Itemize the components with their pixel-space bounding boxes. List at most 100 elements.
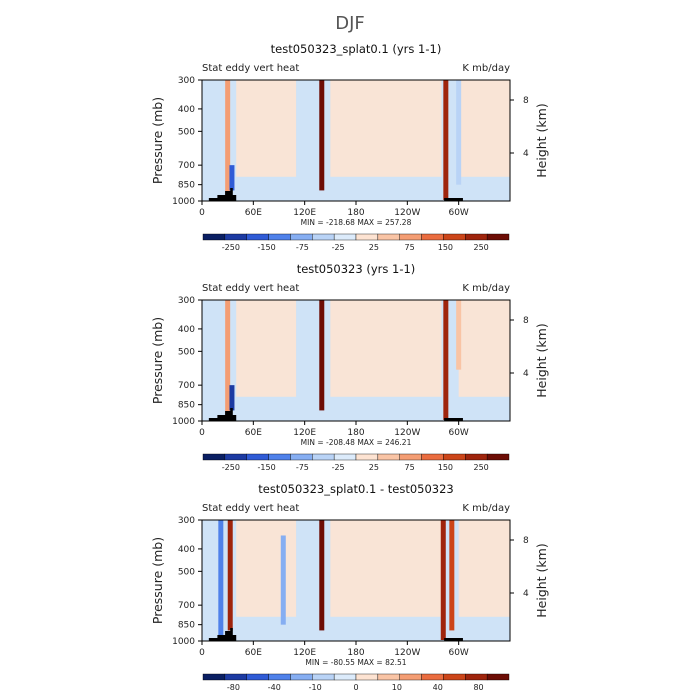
colorbar-label: 10 — [392, 683, 402, 692]
colorbar-segment — [202, 673, 226, 681]
y-tick-label: 850 — [178, 621, 195, 631]
y-right-axis-label: Height (km) — [534, 323, 549, 397]
y-tick-label: 400 — [178, 105, 195, 115]
panel-3: test050323_splat0.1 - test050323 Stat edd… — [150, 482, 549, 692]
colorbar-segment — [202, 453, 226, 461]
field-band — [280, 535, 286, 625]
colorbar-segment — [355, 673, 379, 681]
field-band — [456, 300, 462, 370]
topography-africa — [208, 628, 237, 641]
field-band — [443, 300, 449, 420]
y-tick-label: 700 — [178, 161, 195, 171]
colorbar-segment — [421, 233, 444, 241]
x-tick-label: 0 — [199, 208, 205, 218]
colorbar-segment — [443, 233, 466, 241]
x-tick-label: 60W — [448, 428, 468, 438]
stats-text: MIN = -218.68 MAX = 257.28 — [301, 218, 412, 227]
field-band — [319, 300, 325, 411]
x-tick-label: 120E — [293, 648, 316, 658]
panel-title: test050323 (yrs 1-1) — [297, 262, 416, 276]
y-tick-label: 500 — [178, 347, 195, 357]
y-tick-label: 300 — [178, 296, 195, 306]
colorbar-label: 75 — [405, 463, 415, 472]
panel-1: test050323_splat0.1 (yrs 1-1) Stat eddy v… — [150, 42, 549, 252]
y-tick-label: 500 — [178, 567, 195, 577]
topography-andes — [444, 418, 463, 421]
colorbar-segment — [355, 453, 379, 461]
y-tick-label: 300 — [178, 516, 195, 526]
colorbar-segment — [377, 673, 400, 681]
colorbar-segment — [290, 233, 313, 241]
colorbar-segment — [333, 233, 357, 241]
field-warm-region — [458, 300, 510, 397]
x-tick-label: 120E — [293, 428, 316, 438]
colorbar-segment — [268, 453, 291, 461]
colorbar-segment — [486, 233, 510, 241]
x-tick-label: 120W — [394, 428, 420, 438]
field-warm-region — [236, 300, 297, 397]
x-tick-label: 180 — [347, 648, 364, 658]
y-tick-label: 500 — [178, 127, 195, 137]
y-tick-label: 700 — [178, 381, 195, 391]
topography-africa — [208, 408, 237, 421]
colorbar-segment — [246, 453, 269, 461]
colorbar-label: -250 — [222, 463, 240, 472]
colorbar-segment — [268, 673, 291, 681]
colorbar-segment — [377, 233, 400, 241]
colorbar-segment — [224, 233, 247, 241]
field-band — [225, 300, 231, 419]
colorbar-segment — [333, 453, 357, 461]
y-tick-label: 850 — [178, 401, 195, 411]
colorbar-segment — [290, 453, 313, 461]
y-tick-label: 1000 — [172, 637, 195, 647]
colorbar-segment — [443, 453, 466, 461]
field-band — [319, 80, 325, 191]
colorbar-label: -75 — [296, 463, 309, 472]
colorbar-segment — [224, 673, 247, 681]
panels: test050323_splat0.1 (yrs 1-1) Stat eddy v… — [150, 42, 549, 692]
field-band — [456, 80, 462, 185]
colorbar-segment — [290, 673, 313, 681]
y-axis-label: Pressure (mb) — [150, 97, 165, 184]
colorbar-label: 40 — [433, 683, 443, 692]
panel-title: test050323_splat0.1 (yrs 1-1) — [271, 42, 442, 56]
field-warm-region — [458, 520, 510, 617]
y-right-tick-label: 4 — [523, 589, 529, 599]
x-tick-label: 0 — [199, 648, 205, 658]
y-tick-label: 1000 — [172, 197, 195, 207]
y-axis-label: Pressure (mb) — [150, 537, 165, 624]
topography-africa — [208, 188, 237, 201]
topography-andes — [444, 198, 463, 201]
panel-variable-label: Stat eddy vert heat — [202, 503, 299, 514]
field-band — [319, 520, 325, 631]
colorbar-segment — [202, 233, 226, 241]
colorbar-label: -40 — [268, 683, 281, 692]
field-warm-region — [236, 520, 297, 617]
field-band — [443, 80, 449, 200]
colorbar-label: -10 — [309, 683, 322, 692]
y-right-tick-label: 8 — [523, 96, 529, 106]
x-tick-label: 180 — [347, 428, 364, 438]
x-tick-label: 0 — [199, 428, 205, 438]
field-band — [227, 520, 233, 631]
y-right-tick-label: 4 — [523, 149, 529, 159]
field-warm-region — [330, 80, 442, 177]
x-tick-label: 120W — [394, 208, 420, 218]
y-tick-label: 850 — [178, 181, 195, 191]
colorbar-label: 75 — [405, 243, 415, 252]
field-warm-region — [458, 80, 510, 177]
y-right-axis-label: Height (km) — [534, 543, 549, 617]
x-tick-label: 120E — [293, 208, 316, 218]
colorbar-label: -25 — [332, 243, 345, 252]
colorbar-segment — [246, 673, 269, 681]
y-axis-label: Pressure (mb) — [150, 317, 165, 404]
colorbar-segment — [377, 453, 400, 461]
panel-2: test050323 (yrs 1-1) Stat eddy vert heat K… — [150, 262, 549, 472]
field-band — [229, 385, 235, 411]
colorbar-segment — [486, 673, 510, 681]
x-tick-label: 120W — [394, 648, 420, 658]
stats-text: MIN = -208.48 MAX = 246.21 — [301, 438, 412, 447]
stats-text: MIN = -80.55 MAX = 82.51 — [305, 658, 406, 667]
colorbar-segment — [312, 233, 335, 241]
